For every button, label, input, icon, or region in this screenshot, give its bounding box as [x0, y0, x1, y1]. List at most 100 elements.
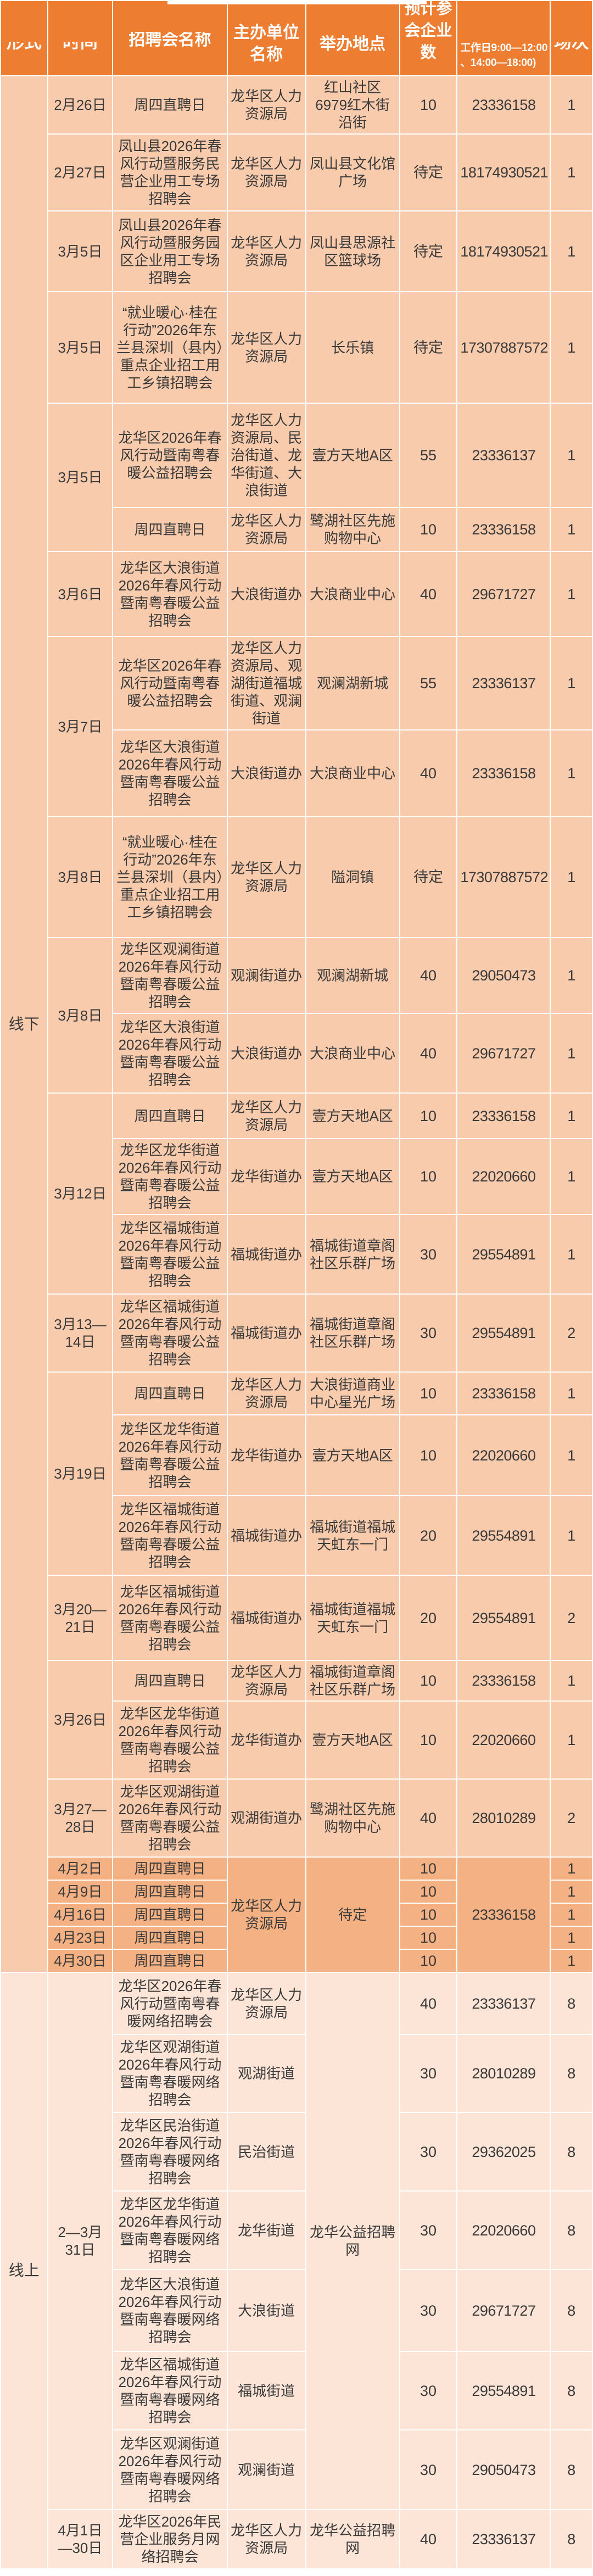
cell-count: 40	[399, 551, 458, 637]
cell-venue: 龙华公益招聘网	[305, 1972, 400, 2510]
table-row: 龙华区龙华街道2026年春风行动暨南粤春暖公益招聘会 龙华街道办 壹方天地A区 10 2…	[1, 1138, 593, 1215]
cell-venue: 大浪商业中心	[305, 551, 400, 637]
cell-name: 周四直聘日	[112, 1660, 228, 1702]
table-row: 龙华区龙华街道2026年春风行动暨南粤春暖公益招聘会 龙华街道办 壹方天地A区 10 2…	[1, 1700, 593, 1780]
cell-venue: 福城街道章阁社区乐群广场	[305, 1660, 400, 1702]
cell-venue: 观澜湖新城	[305, 937, 400, 1014]
cell-count: 10	[399, 1371, 458, 1415]
cell-name: 龙华区民治街道2026年春风行动暨南粤春暖网络招聘会	[112, 2112, 228, 2192]
cell-date: 3月7日	[47, 636, 114, 817]
cell-name: 龙华区2026年民营企业服务月网络招聘会	[112, 2509, 228, 2569]
cell-sessions: 1	[550, 551, 593, 637]
cell-phone: 29554891	[456, 1575, 551, 1661]
cell-date: 2—3月 31日	[47, 1972, 114, 2510]
cell-phone: 23336158	[456, 1371, 551, 1415]
cell-count: 20	[399, 1575, 458, 1661]
header-time: 时间	[47, 0, 114, 76]
cell-count: 20	[399, 1495, 458, 1576]
cell-count: 40	[399, 729, 458, 817]
cell-sessions: 8	[550, 2269, 593, 2352]
cell-date: 3月8日	[47, 816, 114, 938]
cell-phone: 17307887572	[456, 816, 551, 938]
cell-count: 10	[399, 75, 458, 135]
cell-venue: 大浪街道商业中心星光广场	[305, 1371, 400, 1415]
cell-count: 10	[399, 1700, 458, 1780]
cell-sessions: 1	[550, 403, 593, 508]
table-row: 3月19日 周四直聘日 龙华区人力资源局 大浪街道商业中心星光广场 10 23336158…	[1, 1371, 593, 1576]
cell-phone: 29554891	[456, 1293, 551, 1373]
cell-phone: 22020660	[456, 1414, 551, 1496]
section-label-offline: 线下	[0, 75, 48, 1973]
table-body: 线下 2月26日 周四直聘日 龙华区人力资源局 红山社区6979红木街沿街 10 23336…	[0, 75, 593, 2569]
cell-sessions: 8	[550, 2112, 593, 2192]
cell-count: 30	[399, 2429, 458, 2510]
cell-org: 龙华区人力资源局	[226, 1371, 306, 1415]
cell-name: 周四直聘日	[112, 1926, 228, 1950]
header-phone-hours: 工作日9:00—12:00 、14:00—18:00)	[456, 0, 551, 76]
cell-sessions: 1	[550, 75, 593, 135]
table-row: 4月9日 周四直聘日 10 1	[1, 1880, 593, 1904]
cell-venue: 大浪商业中心	[305, 729, 400, 817]
cell-date: 4月2日	[47, 1856, 114, 1881]
cell-name: 龙华区2026年春风行动暨南粤春暖网络招聘会	[112, 1972, 228, 2035]
cell-date: 2月27日	[47, 133, 114, 211]
cell-date: 4月16日	[47, 1903, 114, 1927]
cell-name: 龙华区2026年春风行动暨南粤春暖公益招聘会	[112, 403, 228, 508]
cell-phone: 22020660	[456, 1138, 551, 1215]
cell-name: 周四直聘日	[112, 507, 228, 552]
table-row: 龙华区观澜街道2026年春风行动暨南粤春暖网络招聘会 观澜街道 30 29050473…	[1, 2429, 593, 2510]
cell-org: 龙华区人力资源局、观湖街道福城街道、观澜街道	[226, 636, 306, 731]
header-venue: 举办地点	[305, 0, 400, 76]
cell-count: 40	[399, 1972, 458, 2035]
cell-phone: 29050473	[456, 2429, 551, 2510]
cell-name: 龙华区观澜街道2026年春风行动暨南粤春暖公益招聘会	[112, 937, 228, 1014]
cell-org: 龙华区人力资源局	[226, 75, 306, 135]
cell-count: 30	[399, 2269, 458, 2352]
table-row: 3月20— 21日 龙华区福城街道2026年春风行动暨南粤春暖公益招聘会 福城街道办…	[1, 1575, 593, 1661]
cell-org: 龙华区人力资源局	[226, 210, 306, 292]
cell-venue: 长乐镇	[305, 291, 400, 404]
cell-org: 大浪街道	[226, 2269, 306, 2352]
cell-phone: 23336158	[456, 729, 551, 817]
cell-count: 30	[399, 1293, 458, 1373]
cell-sessions: 8	[550, 1972, 593, 2035]
cell-org: 观澜街道	[226, 2429, 306, 2510]
cell-venue: 壹方天地A区	[305, 1414, 400, 1496]
cell-sessions: 1	[550, 507, 593, 552]
table-row: 龙华区福城街道2026年春风行动暨南粤春暖网络招聘会 福城街道 30 29554891…	[1, 2351, 593, 2430]
cell-count: 55	[399, 636, 458, 731]
cell-date: 3月27— 28日	[47, 1778, 114, 1858]
cell-count: 10	[399, 1949, 458, 1973]
cell-venue: 壹方天地A区	[305, 1700, 400, 1780]
cell-phone: 18174930521	[456, 210, 551, 292]
cell-count: 10	[399, 1880, 458, 1904]
cell-date: 3月8日	[47, 937, 114, 1094]
table-row: 4月23日 周四直聘日 10 1	[1, 1926, 593, 1950]
top-notch	[167, 0, 427, 4]
cell-name: 龙华区观湖街道2026年春风行动暨南粤春暖网络招聘会	[112, 2034, 228, 2113]
cell-name: 龙华区福城街道2026年春风行动暨南粤春暖公益招聘会	[112, 1575, 228, 1661]
cell-org: 观湖街道	[226, 2034, 306, 2113]
cell-org: 龙华街道	[226, 2190, 306, 2270]
cell-sessions: 1	[550, 1926, 593, 1950]
cell-name: 龙华区龙华街道2026年春风行动暨南粤春暖公益招聘会	[112, 1138, 228, 1215]
cell-date: 3月5日	[47, 210, 114, 292]
cell-org: 大浪街道办	[226, 729, 306, 817]
cell-date: 4月1日 —30日	[47, 2509, 114, 2569]
cell-name: 周四直聘日	[112, 75, 228, 135]
cell-sessions: 8	[550, 2034, 593, 2113]
cell-sessions: 1	[550, 1013, 593, 1094]
cell-date: 4月9日	[47, 1880, 114, 1904]
cell-org: 龙华区人力资源局	[226, 816, 306, 938]
cell-count: 40	[399, 937, 458, 1014]
cell-name: 凤山县2026年春风行动暨服务民营企业用工专场招聘会	[112, 133, 228, 211]
cell-count: 待定	[399, 133, 458, 211]
cell-name: 龙华区福城街道2026年春风行动暨南粤春暖公益招聘会	[112, 1495, 228, 1576]
table-row: 龙华区龙华街道2026年春风行动暨南粤春暖网络招聘会 龙华街道 30 22020660…	[1, 2190, 593, 2270]
cell-org: 福城街道办	[226, 1214, 306, 1295]
cell-sessions: 1	[550, 636, 593, 731]
cell-count: 10	[399, 507, 458, 552]
cell-sessions: 1	[550, 291, 593, 404]
cell-phone: 29554891	[456, 1495, 551, 1576]
cell-org: 福城街道办	[226, 1495, 306, 1576]
